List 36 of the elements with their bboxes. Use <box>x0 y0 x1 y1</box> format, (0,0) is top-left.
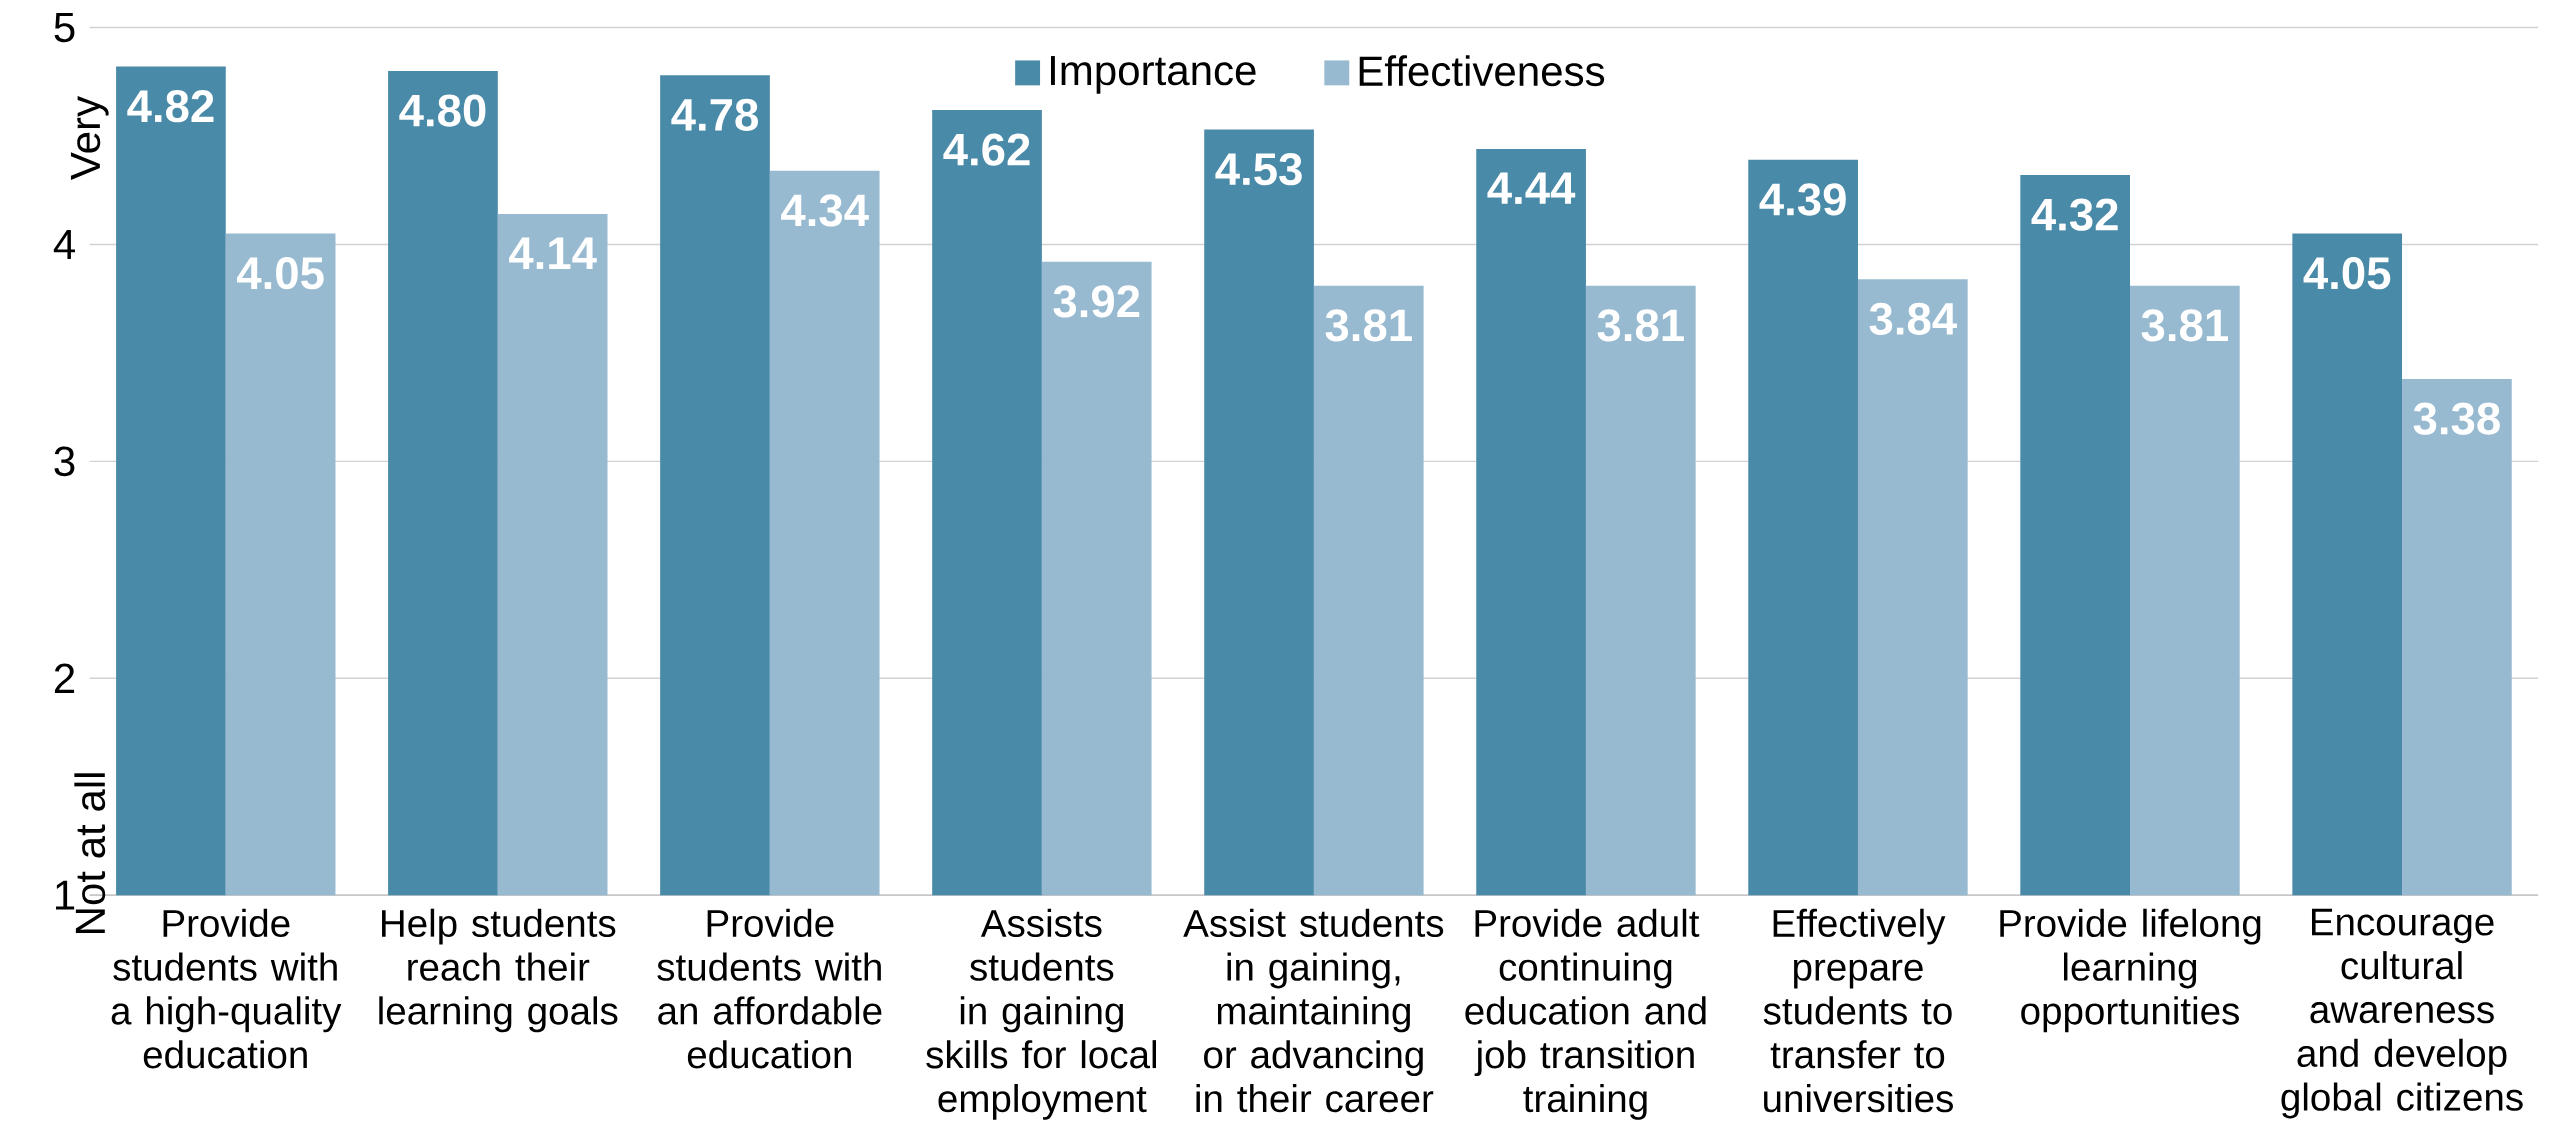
x-tick-label: Help students reach their learning goals <box>379 908 618 1033</box>
data-label: 4.82 <box>127 90 214 123</box>
y-tick-label: 1 <box>56 880 75 910</box>
data-label: 3.92 <box>1053 285 1140 318</box>
annotation: Very <box>70 96 109 181</box>
y-tick-label: 3 <box>54 446 75 477</box>
annotation: Not at all <box>74 773 106 934</box>
data-label: 4.78 <box>671 98 758 132</box>
data-label: 4.14 <box>509 237 597 270</box>
data-label: 4.53 <box>1215 153 1302 186</box>
data-label: 3.81 <box>1325 309 1412 342</box>
x-tick-label: Encourage cultural awareness and develop global citizens <box>2281 908 2523 1119</box>
x-tick-label: Provide students with a high-quality education <box>111 908 342 1069</box>
data-label: 3.38 <box>2413 402 2500 435</box>
data-label: 4.32 <box>2031 198 2118 231</box>
data-label: 3.81 <box>1597 309 1684 342</box>
y-tick-label: 5 <box>54 13 75 43</box>
data-label: 4.62 <box>943 133 1030 166</box>
x-tick-label: Assists students in gaining skills for local employment <box>926 908 1156 1120</box>
x-tick-label: Effectively prepare students to transfer to universities <box>1763 908 1953 1113</box>
y-tick-label: 4 <box>53 230 75 260</box>
data-label: 3.81 <box>2141 309 2228 342</box>
data-label: 3.84 <box>1869 302 1957 336</box>
legend-label: Importance <box>1050 56 1256 94</box>
data-label: 4.44 <box>1487 172 1576 204</box>
y-tick-label: 2 <box>54 663 75 694</box>
x-tick-label: Provide lifelong learning opportunities <box>2000 908 2261 1033</box>
data-label: 4.05 <box>2303 257 2391 290</box>
data-label: 4.05 <box>237 257 324 290</box>
data-label: 4.34 <box>781 194 869 227</box>
x-tick-label: Provide adult continuing education and job transition training <box>1465 908 1706 1120</box>
data-label: 4.80 <box>399 94 486 127</box>
x-tick-label: Assist students in gaining, maintaining or advancing in their career <box>1183 908 1444 1113</box>
x-tick-label: Provide students with an affordable education <box>657 908 882 1069</box>
data-label: 4.39 <box>1759 183 1846 216</box>
legend-label: Effectiveness <box>1359 55 1605 87</box>
